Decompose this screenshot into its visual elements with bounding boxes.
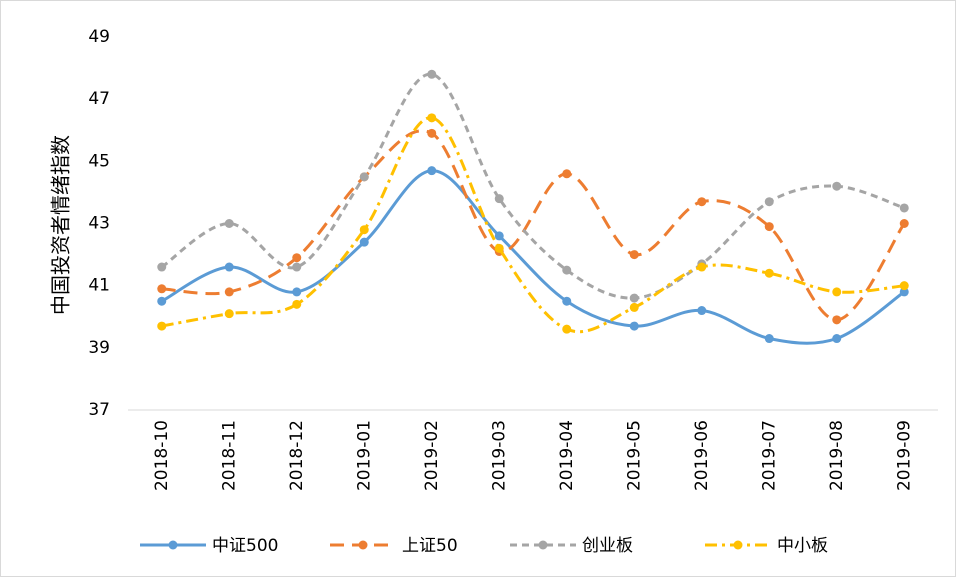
data-point xyxy=(224,219,234,228)
data-point xyxy=(832,287,842,297)
data-point xyxy=(292,262,302,272)
y-tick-label: 47 xyxy=(88,89,110,109)
data-point xyxy=(224,309,234,319)
data-point xyxy=(224,287,234,297)
data-point xyxy=(764,222,774,232)
data-point xyxy=(292,253,302,263)
data-point xyxy=(764,334,774,344)
data-point xyxy=(359,225,369,235)
y-axis-label: 中国投资者情绪指数 xyxy=(49,135,73,315)
data-point xyxy=(224,262,234,272)
data-point xyxy=(494,243,504,253)
x-tick-label: 2019-02 xyxy=(422,420,442,491)
y-tick-label: 49 xyxy=(88,27,110,47)
data-point xyxy=(359,172,369,182)
x-tick-label: 2018-11 xyxy=(219,420,239,491)
data-point xyxy=(427,128,437,138)
data-point xyxy=(899,203,909,213)
data-point xyxy=(157,321,167,331)
x-tick-label: 2019-06 xyxy=(692,420,712,491)
legend-marker xyxy=(358,540,368,550)
data-point xyxy=(562,296,572,306)
x-tick-label: 2019-08 xyxy=(827,420,847,491)
x-tick-label: 2019-04 xyxy=(557,420,577,491)
data-point xyxy=(899,219,909,228)
data-point xyxy=(832,181,842,191)
x-tick-label: 2018-12 xyxy=(287,420,307,491)
legend-label: 创业板 xyxy=(582,536,633,556)
data-point xyxy=(899,287,909,297)
data-point xyxy=(157,284,167,294)
data-point xyxy=(292,299,302,309)
data-point xyxy=(764,197,774,207)
x-tick-label: 2019-09 xyxy=(894,420,914,491)
legend-label: 中证500 xyxy=(212,536,278,556)
y-tick-label: 37 xyxy=(88,400,110,420)
legend-marker xyxy=(538,540,548,550)
legend-label: 中小板 xyxy=(777,536,828,556)
data-point xyxy=(899,281,909,291)
data-point xyxy=(629,250,639,260)
data-point xyxy=(629,293,639,303)
data-point xyxy=(629,302,639,312)
data-point xyxy=(562,324,572,334)
data-point xyxy=(494,194,504,204)
data-point xyxy=(494,231,504,241)
y-tick-label: 45 xyxy=(88,151,110,171)
data-point xyxy=(562,265,572,275)
x-tick-label: 2019-03 xyxy=(489,420,509,491)
data-point xyxy=(697,306,707,316)
data-point xyxy=(427,113,437,123)
legend-label: 上证50 xyxy=(402,536,458,556)
series-line xyxy=(161,129,906,322)
data-point xyxy=(157,296,167,306)
series-line xyxy=(161,116,905,334)
data-point xyxy=(427,166,437,176)
data-point xyxy=(359,237,369,247)
x-tick-label: 2019-07 xyxy=(759,420,779,491)
data-point xyxy=(157,262,167,272)
x-tick-label: 2019-01 xyxy=(354,420,374,491)
data-point xyxy=(764,268,774,278)
data-point xyxy=(832,334,842,344)
legend-marker xyxy=(168,540,178,550)
legend-marker xyxy=(733,540,743,550)
x-tick-label: 2018-10 xyxy=(152,420,172,491)
data-point xyxy=(697,262,707,272)
y-tick-label: 39 xyxy=(88,338,110,358)
data-point xyxy=(562,169,572,179)
y-tick-label: 41 xyxy=(88,276,110,296)
data-point xyxy=(292,287,302,297)
data-point xyxy=(832,315,842,325)
y-tick-label: 43 xyxy=(88,214,110,234)
data-point xyxy=(427,69,437,79)
data-point xyxy=(629,321,639,331)
x-tick-label: 2019-05 xyxy=(624,420,644,491)
data-point xyxy=(697,197,707,207)
